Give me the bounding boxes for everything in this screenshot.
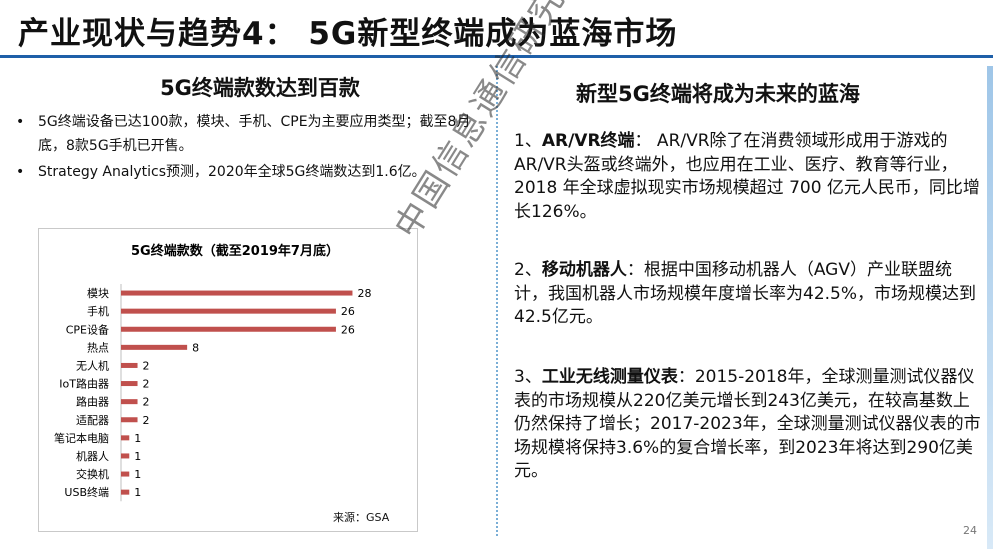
- category-label: 适配器: [76, 414, 109, 427]
- bar-value-label: 1: [134, 450, 141, 463]
- item-keyword: 工业无线测量仪表: [541, 367, 678, 387]
- bullet-text: 5G终端设备已达100款，模块、手机、CPE为主要应用类型；截至8月底，8款5G…: [38, 114, 471, 154]
- bar-value-label: 2: [143, 359, 150, 372]
- title-underline: [0, 55, 993, 58]
- left-heading: 5G终端款数达到百款: [40, 72, 480, 102]
- bar-value-label: 1: [134, 432, 141, 445]
- trend-item-wireless-instrument: 3、工业无线测量仪表：2015-2018年，全球测量测试仪器仪表的市场规模从22…: [514, 366, 984, 484]
- category-label: 热点: [87, 341, 109, 354]
- category-label: 机器人: [76, 449, 109, 463]
- bar-value-label: 26: [341, 323, 355, 336]
- item-prefix: 2、: [514, 260, 542, 280]
- category-label: 路由器: [76, 395, 109, 409]
- item-prefix: 3、: [514, 367, 542, 387]
- category-label: 模块: [87, 287, 109, 300]
- slide-title: 产业现状与趋势4： 5G新型终端成为蓝海市场: [18, 16, 678, 52]
- trend-item-ar-vr: 1、AR/VR终端： AR/VR除了在消费领域形成用于游戏的AR/VR头盔或终端…: [514, 130, 984, 224]
- bar-value-label: 2: [143, 396, 150, 409]
- category-label: 无人机: [76, 358, 109, 372]
- left-heading-text: 5G终端款数达到百款: [160, 76, 360, 100]
- bar: [121, 399, 138, 405]
- bar: [121, 489, 130, 495]
- category-label: IoT路由器: [59, 377, 109, 391]
- bar-value-label: 26: [341, 305, 355, 318]
- item-text: ：根据中国移动机器人（AGV）产业联盟统计，我国机器人市场规模年度增长率为42.…: [514, 260, 977, 327]
- bar: [121, 290, 353, 296]
- bar-value-label: 1: [134, 486, 141, 499]
- bullet-list: • 5G终端设备已达100款，模块、手机、CPE为主要应用类型；截至8月底，8款5…: [14, 110, 492, 186]
- bar-value-label: 2: [143, 378, 150, 391]
- chart-source: 来源：GSA: [333, 511, 390, 524]
- trend-item-mobile-robot: 2、移动机器人：根据中国移动机器人（AGV）产业联盟统计，我国机器人市场规模年度…: [514, 259, 984, 330]
- bar-value-label: 1: [134, 468, 141, 481]
- bar: [121, 308, 336, 314]
- category-label: CPE设备: [66, 322, 109, 336]
- bar-value-label: 2: [143, 414, 150, 427]
- page-number: 24: [963, 524, 977, 537]
- bar: [121, 453, 130, 459]
- bar: [121, 435, 130, 441]
- item-text: ：2015-2018年，全球测量测试仪器仪表的市场规模从220亿美元增长到243…: [514, 367, 981, 481]
- bar: [121, 417, 138, 423]
- bullet-item: • 5G终端设备已达100款，模块、手机、CPE为主要应用类型；截至8月底，8款5…: [14, 110, 492, 158]
- slide-edge-decoration: [987, 66, 993, 549]
- chart-title: 5G终端款数（截至2019年7月底）: [131, 243, 339, 259]
- column-divider: [496, 66, 498, 536]
- bar: [121, 471, 130, 477]
- bullet-dot: •: [16, 164, 25, 180]
- bar-chart-svg: 5G终端款数（截至2019年7月底） 模块 28 手机 26 CPE设备 26 热点 8 无人机…: [54, 243, 371, 502]
- bullet-item: • Strategy Analytics预测，2020年全球5G终端数达到1.6亿…: [14, 160, 492, 184]
- bar-value-label: 8: [192, 341, 199, 354]
- item-prefix: 1、: [514, 131, 542, 151]
- bar: [121, 326, 336, 332]
- bar: [121, 344, 188, 350]
- category-label: 交换机: [76, 467, 109, 481]
- bar: [121, 381, 138, 387]
- category-label: USB终端: [64, 485, 109, 499]
- category-label: 手机: [87, 304, 109, 318]
- bar-chart: 5G终端款数（截至2019年7月底） 模块 28 手机 26 CPE设备 26 热点 8 无人机…: [38, 228, 418, 532]
- bar-value-label: 28: [357, 287, 371, 300]
- item-keyword: AR/VR终端: [541, 131, 635, 151]
- bar: [121, 362, 138, 368]
- bullet-text: Strategy Analytics预测，2020年全球5G终端数达到1.6亿。: [38, 164, 426, 180]
- bullet-dot: •: [16, 114, 25, 130]
- category-label: 笔记本电脑: [54, 431, 109, 445]
- item-text: ： AR/VR除了在消费领域形成用于游戏的AR/VR头盔或终端外，也应用在工业、…: [514, 131, 980, 222]
- right-heading: 新型5G终端将成为未来的蓝海: [576, 82, 860, 106]
- item-keyword: 移动机器人: [541, 260, 627, 280]
